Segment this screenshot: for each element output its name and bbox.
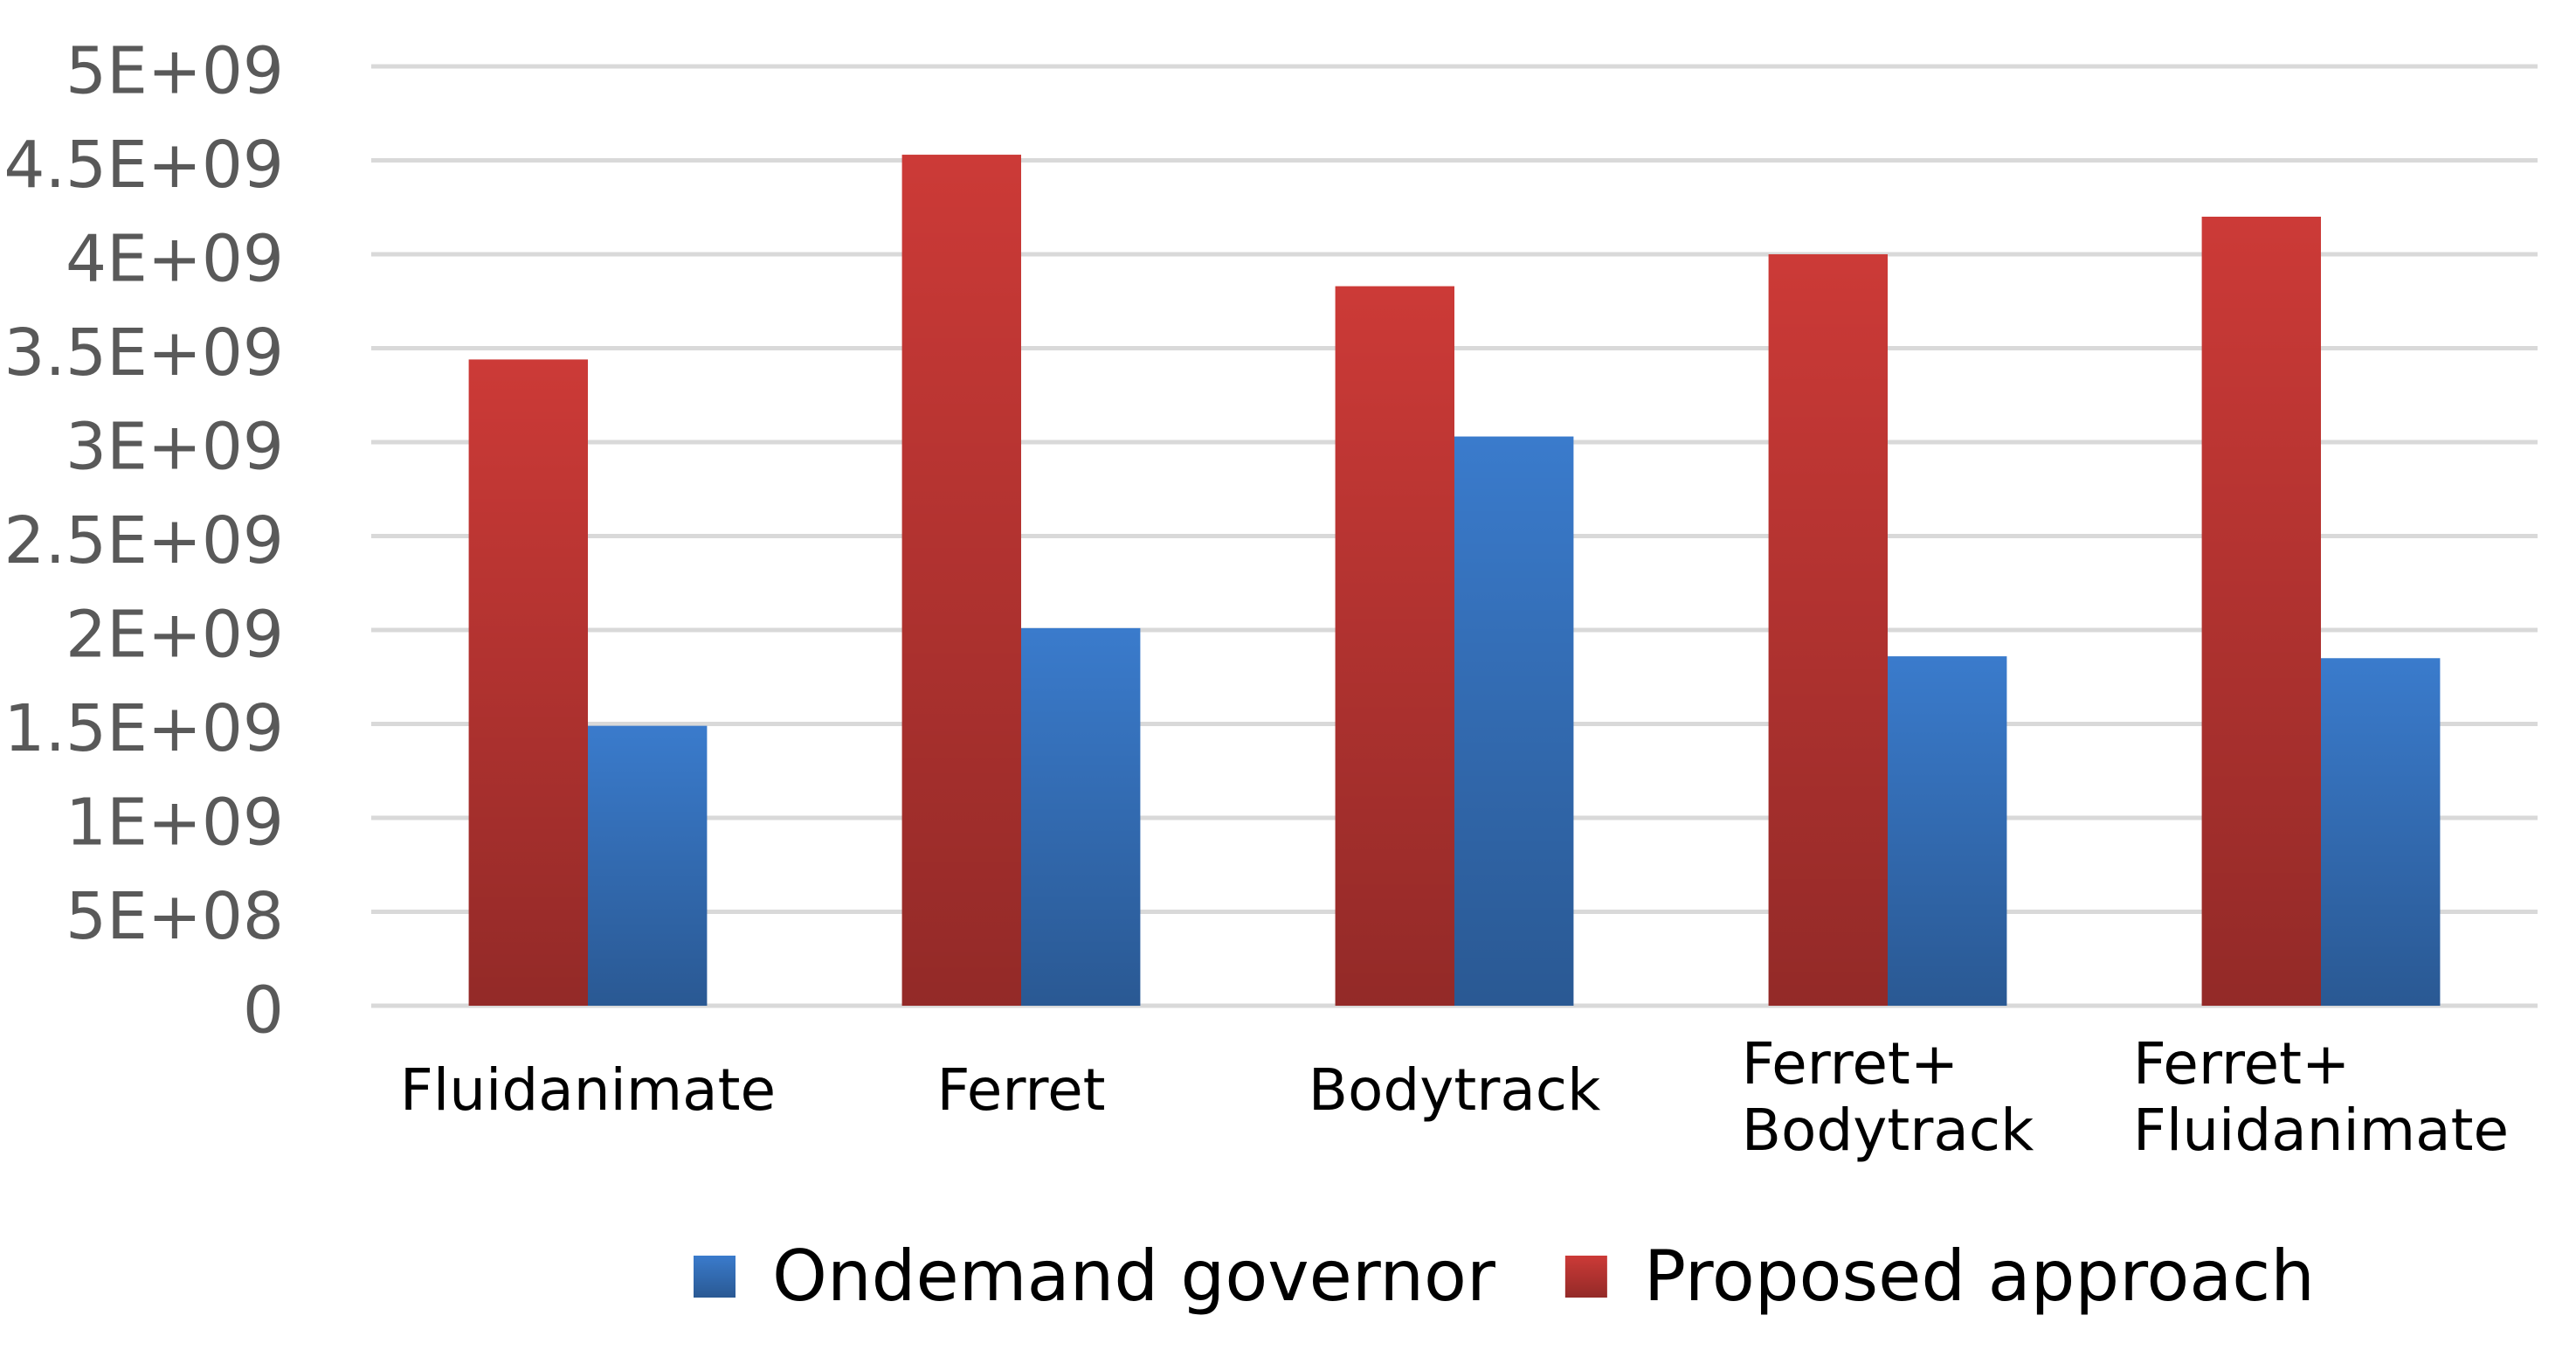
y-tick-label: 5E+08 (66, 879, 284, 954)
y-tick-label: 1E+09 (66, 786, 284, 861)
legend-swatch-shade (694, 1256, 736, 1298)
bar-shade (2201, 217, 2321, 1006)
bar-shade (2321, 658, 2441, 1006)
bar-shade (1335, 286, 1454, 1006)
y-tick-label: 1.5E+09 (3, 691, 284, 766)
y-tick-label: 2.5E+09 (3, 503, 284, 578)
x-tick-label: Fluidanimate (399, 1056, 777, 1124)
x-tick-label: Ferret (936, 1056, 1106, 1124)
bar-shade (1888, 656, 2007, 1006)
legend-label: Ondemand governor (772, 1236, 1495, 1317)
bar-shade (1454, 436, 1574, 1006)
legend-label: Proposed approach (1644, 1236, 2315, 1317)
bar-shade (588, 725, 708, 1006)
y-tick-label: 3E+09 (66, 410, 284, 485)
y-tick-label: 5E+09 (66, 34, 284, 109)
bar-shade (1768, 254, 1888, 1006)
y-tick-label: 2E+09 (66, 598, 284, 673)
y-tick-label: 4.5E+09 (3, 128, 284, 203)
bar-shade (901, 155, 1021, 1007)
x-tick-label: Ferret+ Bodytrack (1741, 1030, 2034, 1164)
x-tick-label: Ferret+ Fluidanimate (2132, 1030, 2510, 1164)
bar-shade (1021, 627, 1141, 1006)
bar-shade (468, 359, 588, 1006)
y-tick-label: 4E+09 (66, 222, 284, 297)
x-tick-label: Bodytrack (1308, 1056, 1601, 1124)
y-tick-label: 3.5E+09 (3, 315, 284, 391)
legend-swatch-shade (1564, 1256, 1607, 1298)
y-tick-label: 0 (243, 973, 284, 1049)
